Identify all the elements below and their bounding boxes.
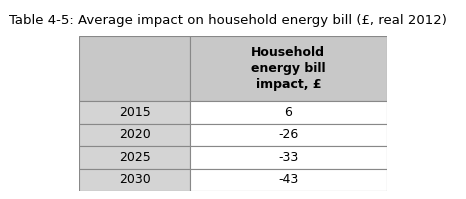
Bar — [79, 101, 190, 124]
Bar — [190, 36, 387, 101]
Bar — [79, 146, 190, 169]
Text: 2020: 2020 — [119, 128, 151, 141]
Text: Table 4-5: Average impact on household energy bill (£, real 2012): Table 4-5: Average impact on household e… — [9, 14, 447, 27]
Text: 2030: 2030 — [119, 173, 151, 186]
Bar — [190, 101, 387, 124]
Text: 2015: 2015 — [119, 106, 151, 119]
Bar — [190, 146, 387, 169]
Bar — [79, 124, 190, 146]
Text: 6: 6 — [284, 106, 292, 119]
Text: Household
energy bill
impact, £: Household energy bill impact, £ — [251, 46, 326, 91]
Bar — [190, 124, 387, 146]
Bar — [79, 36, 190, 101]
Bar — [79, 169, 190, 191]
Text: -26: -26 — [278, 128, 299, 141]
Text: -43: -43 — [278, 173, 299, 186]
Bar — [190, 169, 387, 191]
Text: -33: -33 — [278, 151, 299, 164]
Text: 2025: 2025 — [119, 151, 151, 164]
